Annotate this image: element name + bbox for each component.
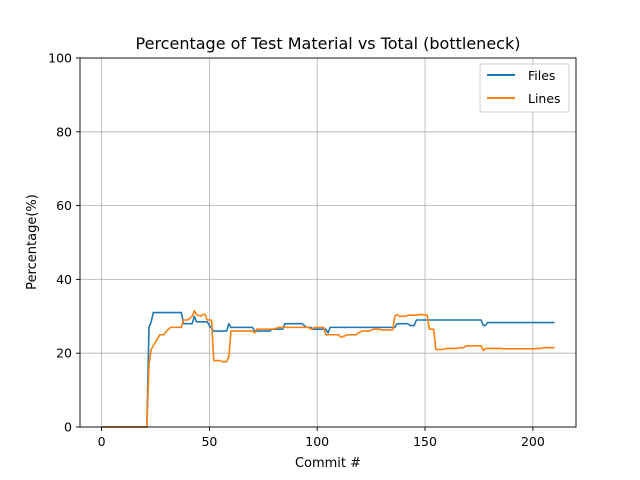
y-tick-label: 80 bbox=[56, 124, 72, 139]
series-line-files bbox=[101, 311, 555, 428]
y-tick-label: 60 bbox=[56, 198, 72, 213]
x-tick-label: 50 bbox=[201, 434, 217, 449]
plot-area-border bbox=[79, 57, 577, 428]
x-tick-label: 200 bbox=[521, 434, 545, 449]
axis-ticks: 0 50 100 150 200 0 20 40 60 80 100 bbox=[48, 51, 545, 450]
y-tick-label: 100 bbox=[48, 51, 72, 66]
y-tick-label: 40 bbox=[56, 272, 72, 287]
plot-frame bbox=[79, 57, 577, 428]
y-tick-label: 20 bbox=[56, 346, 72, 361]
y-axis-label: Percentage(%) bbox=[25, 194, 40, 290]
x-tick-label: 100 bbox=[305, 434, 329, 449]
chart-title: Percentage of Test Material vs Total (bo… bbox=[136, 34, 521, 53]
legend: Files Lines bbox=[479, 63, 570, 113]
x-axis-label: Commit # bbox=[295, 456, 361, 471]
y-tick-label: 0 bbox=[64, 420, 72, 435]
x-tick-label: 0 bbox=[98, 434, 106, 449]
grid-lines bbox=[80, 57, 576, 428]
x-tick-label: 150 bbox=[413, 434, 437, 449]
legend-label-files: Files bbox=[528, 68, 555, 83]
series-line-lines bbox=[101, 309, 555, 428]
series-layer bbox=[101, 309, 555, 428]
legend-label-lines: Lines bbox=[528, 91, 561, 106]
